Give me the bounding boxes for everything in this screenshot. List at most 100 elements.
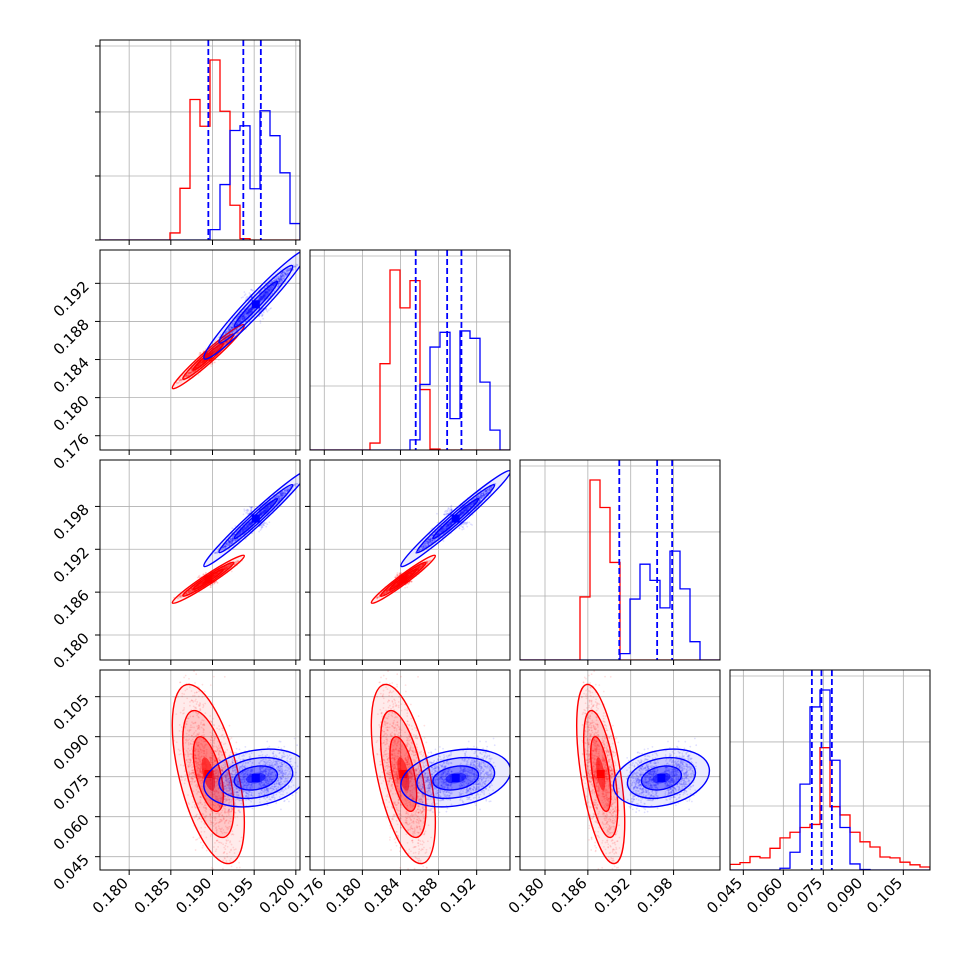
sample-point <box>189 371 192 374</box>
sample-point <box>279 276 281 278</box>
sample-point <box>258 296 261 298</box>
sample-point <box>249 312 251 315</box>
sample-point <box>224 343 226 345</box>
sample-point <box>283 270 286 273</box>
sample-point <box>178 381 181 384</box>
sample-point <box>229 325 231 328</box>
sample-point <box>274 283 276 286</box>
sample-point <box>183 376 186 379</box>
sample-point <box>231 326 234 329</box>
sample-point <box>199 363 202 366</box>
sample-point <box>244 315 247 317</box>
sample-point <box>288 267 291 270</box>
sample-point <box>187 372 189 375</box>
sample-point <box>265 291 268 294</box>
sample-point <box>214 350 217 352</box>
sample-point <box>187 372 190 375</box>
sample-point <box>237 322 240 325</box>
sample-point <box>295 263 298 266</box>
sample-point <box>228 328 230 331</box>
sample-point <box>278 280 281 283</box>
sample-point <box>250 288 253 291</box>
sample-point <box>249 312 252 315</box>
sample-point <box>278 280 281 283</box>
sample-point <box>231 326 233 329</box>
sample-point <box>198 364 201 367</box>
sample-point <box>280 273 283 275</box>
sample-point <box>217 346 220 349</box>
sample-point <box>189 371 191 374</box>
sample-point <box>242 314 245 317</box>
sample-point <box>286 273 288 276</box>
sample-point <box>244 316 247 319</box>
sample-point <box>196 364 199 367</box>
panel-0-0 <box>95 39 301 245</box>
sample-point <box>261 289 263 292</box>
sample-point <box>242 317 245 320</box>
density-peak <box>251 300 260 309</box>
sample-point <box>279 282 282 285</box>
sample-point <box>177 381 179 384</box>
sample-point <box>264 296 267 299</box>
sample-point <box>269 289 272 291</box>
sample-point <box>286 268 288 271</box>
sample-point <box>237 331 239 334</box>
sample-point <box>233 330 236 332</box>
sample-point <box>278 279 281 282</box>
sample-point <box>199 361 202 364</box>
sample-point <box>281 274 284 277</box>
sample-point <box>270 285 273 288</box>
sample-point <box>191 367 194 370</box>
sample-point <box>185 374 188 377</box>
sample-point <box>284 272 287 274</box>
sample-point <box>247 314 250 317</box>
sample-point <box>190 371 193 374</box>
sample-point <box>238 320 241 323</box>
sample-point <box>209 363 212 366</box>
sample-point <box>225 340 228 343</box>
sample-point <box>267 292 270 295</box>
sample-point <box>286 269 289 272</box>
sample-point <box>209 586 212 589</box>
sample-point <box>280 275 283 277</box>
sample-point <box>269 282 272 285</box>
sample-point <box>223 342 226 345</box>
sample-point <box>262 311 265 314</box>
sample-point <box>284 272 287 275</box>
sample-point <box>273 279 276 282</box>
sample-point <box>264 292 267 295</box>
sample-point <box>271 281 273 284</box>
sample-point <box>241 310 244 313</box>
sample-point <box>199 361 202 364</box>
sample-point <box>199 351 202 354</box>
sample-point <box>215 348 218 351</box>
sample-point <box>277 277 280 280</box>
sample-point <box>266 292 269 295</box>
panel-frame <box>99 39 301 241</box>
sample-point <box>281 280 284 282</box>
panel-content <box>171 469 300 604</box>
sample-point <box>239 319 241 322</box>
sample-point <box>219 333 222 336</box>
sample-point <box>267 297 270 300</box>
sample-point <box>270 307 273 310</box>
sample-point <box>244 313 246 316</box>
sample-point <box>188 371 191 374</box>
sample-point <box>260 294 263 296</box>
sample-point <box>242 315 245 318</box>
sample-point <box>274 282 277 285</box>
sample-point <box>263 292 265 295</box>
sample-point <box>214 348 217 351</box>
sample-point <box>189 371 191 374</box>
sample-point <box>275 277 278 280</box>
sample-point <box>243 314 246 317</box>
sample-point <box>192 370 195 373</box>
sample-point <box>262 314 264 316</box>
sample-point <box>190 371 193 373</box>
sample-point <box>277 285 280 287</box>
sample-point <box>235 323 238 326</box>
sample-point <box>229 332 232 335</box>
sample-point <box>237 315 240 318</box>
sample-point <box>189 371 192 374</box>
sample-point <box>242 317 245 320</box>
